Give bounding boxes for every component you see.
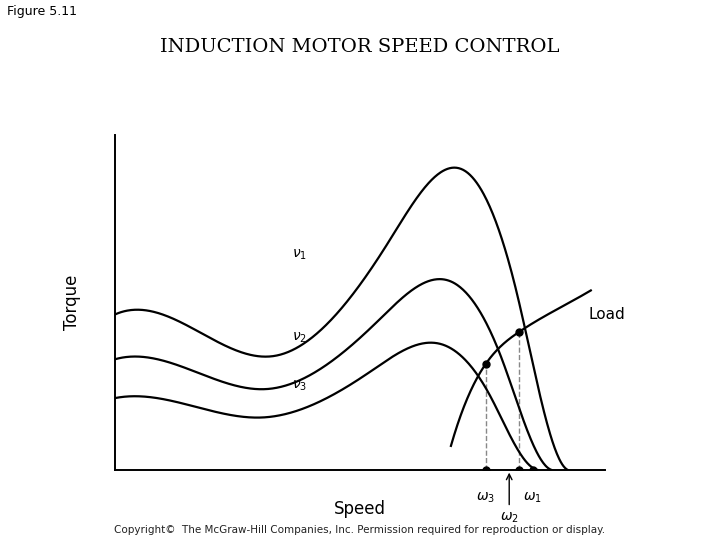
Text: $\omega_3$: $\omega_3$ (477, 491, 495, 505)
Text: Load: Load (588, 307, 625, 322)
Text: $\nu_3$: $\nu_3$ (292, 379, 307, 393)
Text: $\omega_2$: $\omega_2$ (500, 474, 518, 524)
Text: Figure 5.11: Figure 5.11 (7, 5, 77, 18)
Text: Torque: Torque (63, 275, 81, 330)
Text: Speed: Speed (334, 500, 386, 518)
Text: Copyright©  The McGraw-Hill Companies, Inc. Permission required for reproduction: Copyright© The McGraw-Hill Companies, In… (114, 524, 606, 535)
Text: $\omega_1$: $\omega_1$ (523, 491, 542, 505)
Text: $\nu_2$: $\nu_2$ (292, 331, 307, 346)
Text: INDUCTION MOTOR SPEED CONTROL: INDUCTION MOTOR SPEED CONTROL (161, 38, 559, 56)
Text: $\nu_1$: $\nu_1$ (292, 247, 307, 262)
